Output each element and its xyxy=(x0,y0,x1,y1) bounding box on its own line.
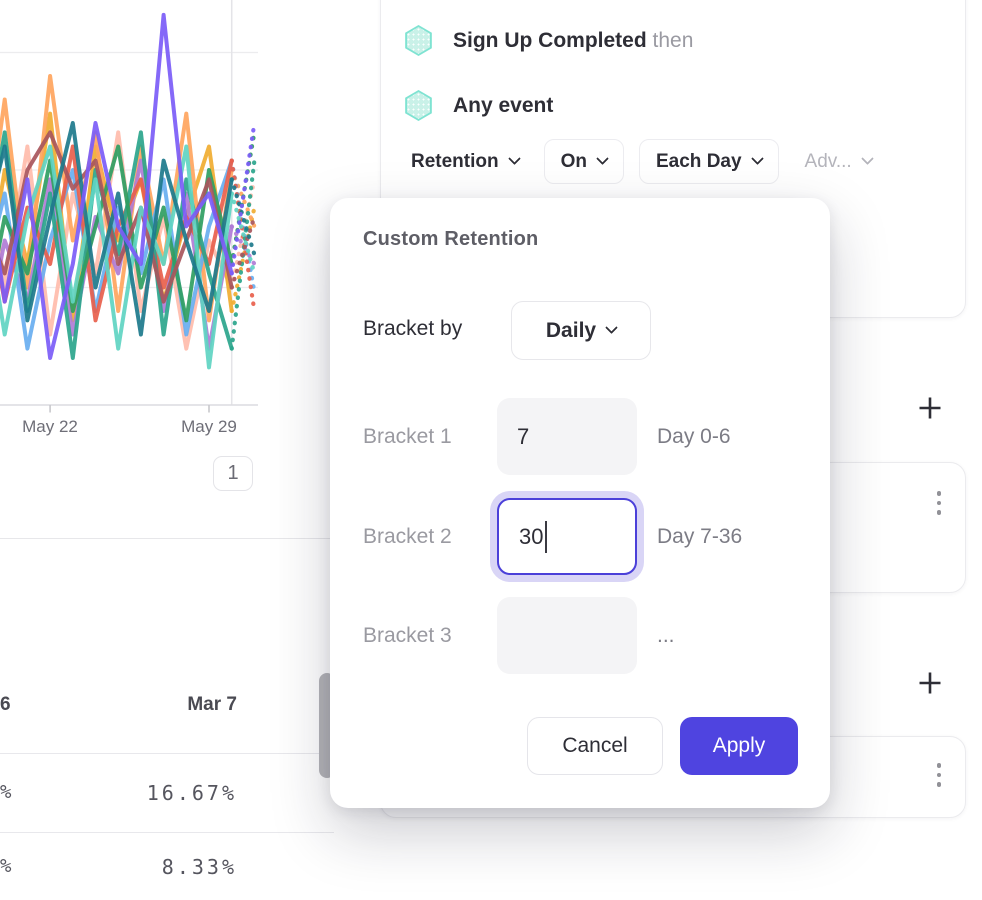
apply-button[interactable]: Apply xyxy=(680,717,798,775)
bracket-row: Bracket 3 ... xyxy=(330,597,830,674)
modal-title: Custom Retention xyxy=(363,228,539,250)
bracket-1-input[interactable]: 7 xyxy=(497,398,637,475)
step-suffix: then xyxy=(652,28,694,52)
bracket-3-label: Bracket 3 xyxy=(363,623,452,647)
x-axis-tick-label: May 29 xyxy=(181,417,237,436)
bracket-row: Bracket 1 7 Day 0-6 xyxy=(330,398,830,475)
chevron-down-icon xyxy=(596,152,609,166)
x-axis-tick-label: May 22 xyxy=(22,417,78,436)
bracket-2-label: Bracket 2 xyxy=(363,524,452,548)
event-hexagon-icon xyxy=(405,90,432,121)
chevron-down-icon xyxy=(605,321,618,335)
bracket-by-row: Bracket by Daily xyxy=(363,301,803,360)
on-dropdown-button[interactable]: On xyxy=(543,139,624,184)
interval-dropdown-button[interactable]: Each Day xyxy=(639,139,779,184)
measure-dropdown[interactable]: Retention xyxy=(401,151,529,173)
bracket-row: Bracket 2 30 Day 7-36 xyxy=(330,498,830,575)
table-header-cell-cropped: 6 xyxy=(0,694,11,715)
step-event-name: Sign Up Completed then xyxy=(453,28,694,52)
table-divider xyxy=(0,753,334,754)
funnel-step-row[interactable]: Sign Up Completed then xyxy=(404,25,693,56)
bracket-3-input[interactable] xyxy=(497,597,637,674)
table-header-cell: Mar 7 xyxy=(187,694,237,715)
modal-footer: Cancel Apply xyxy=(330,717,830,777)
bracket-3-range: ... xyxy=(657,623,675,647)
chevron-down-icon xyxy=(507,152,521,166)
kebab-menu-button[interactable] xyxy=(931,491,947,515)
chevron-down-icon xyxy=(860,152,874,166)
query-controls-row: Retention On Each Day Adv... xyxy=(401,139,874,184)
retention-line-chart xyxy=(0,0,258,413)
table-cell-cropped: % xyxy=(0,781,15,803)
plus-icon xyxy=(919,397,941,419)
bracket-1-label: Bracket 1 xyxy=(363,424,452,448)
bracket-2-range: Day 7-36 xyxy=(657,524,743,548)
table-cell-value: 16.67% xyxy=(146,781,237,805)
step-event-name: Any event xyxy=(453,93,554,117)
advanced-dropdown[interactable]: Adv... xyxy=(805,151,874,173)
section-divider xyxy=(0,538,348,539)
custom-retention-modal: Custom Retention Bracket by Daily Bracke… xyxy=(330,198,830,808)
event-hexagon-icon xyxy=(405,25,432,56)
text-caret xyxy=(545,520,548,553)
kebab-menu-button[interactable] xyxy=(931,763,947,787)
table-cell-cropped: % xyxy=(0,855,15,877)
bracket-1-range: Day 0-6 xyxy=(657,424,731,448)
bracket-2-input[interactable]: 30 xyxy=(497,498,637,575)
bracket-by-label: Bracket by xyxy=(363,317,463,340)
plus-icon xyxy=(919,672,941,694)
retention-table: 6 Mar 7 % 16.67% % 8.33% xyxy=(0,539,340,900)
retention-chart-panel: May 22 May 29 1 xyxy=(0,0,300,500)
table-cell-value: 8.33% xyxy=(161,855,237,879)
cancel-button[interactable]: Cancel xyxy=(527,717,663,775)
chevron-down-icon xyxy=(750,152,764,166)
table-divider xyxy=(0,832,334,833)
pagination-page-button[interactable]: 1 xyxy=(213,456,253,491)
add-section-button[interactable] xyxy=(912,390,948,426)
table-header-row: 6 Mar 7 xyxy=(0,694,334,754)
add-section-button[interactable] xyxy=(912,665,948,701)
bracket-by-dropdown-button[interactable]: Daily xyxy=(511,301,651,360)
funnel-step-row[interactable]: Any event xyxy=(404,90,553,121)
